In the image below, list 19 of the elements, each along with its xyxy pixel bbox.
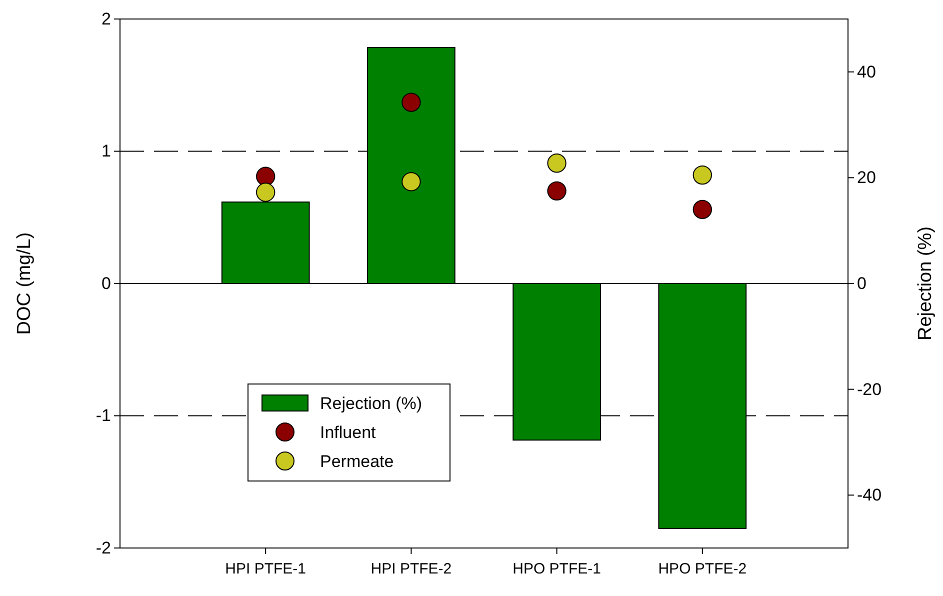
y2-tick-label: 0 [857, 274, 866, 293]
y-tick-label: 1 [102, 142, 111, 161]
legend-label: Rejection (%) [320, 394, 422, 413]
y2-tick-label: -20 [857, 380, 882, 399]
legend-label: Influent [320, 423, 376, 442]
y-tick-label: -2 [96, 538, 111, 558]
y-tick-label: 2 [102, 9, 111, 28]
y2-tick-label: 40 [857, 62, 876, 82]
y2-tick-label: -40 [857, 486, 882, 505]
x-tick-label: HPO PTFE-2 [658, 560, 747, 578]
x-tick-label: HPI PTFE-2 [370, 560, 452, 578]
y-tick-label: 0 [102, 274, 111, 293]
legend-label: Permeate [320, 452, 394, 471]
x-tick-label: HPO PTFE-1 [512, 560, 601, 578]
y2-tick-label: 20 [857, 168, 876, 188]
y-tick-label: -1 [96, 406, 111, 426]
y2-axis-title: Rejection (%) [915, 226, 936, 341]
x-tick-label: HPI PTFE-1 [225, 560, 306, 578]
y-axis-title: DOC (mg/L) [14, 232, 35, 335]
